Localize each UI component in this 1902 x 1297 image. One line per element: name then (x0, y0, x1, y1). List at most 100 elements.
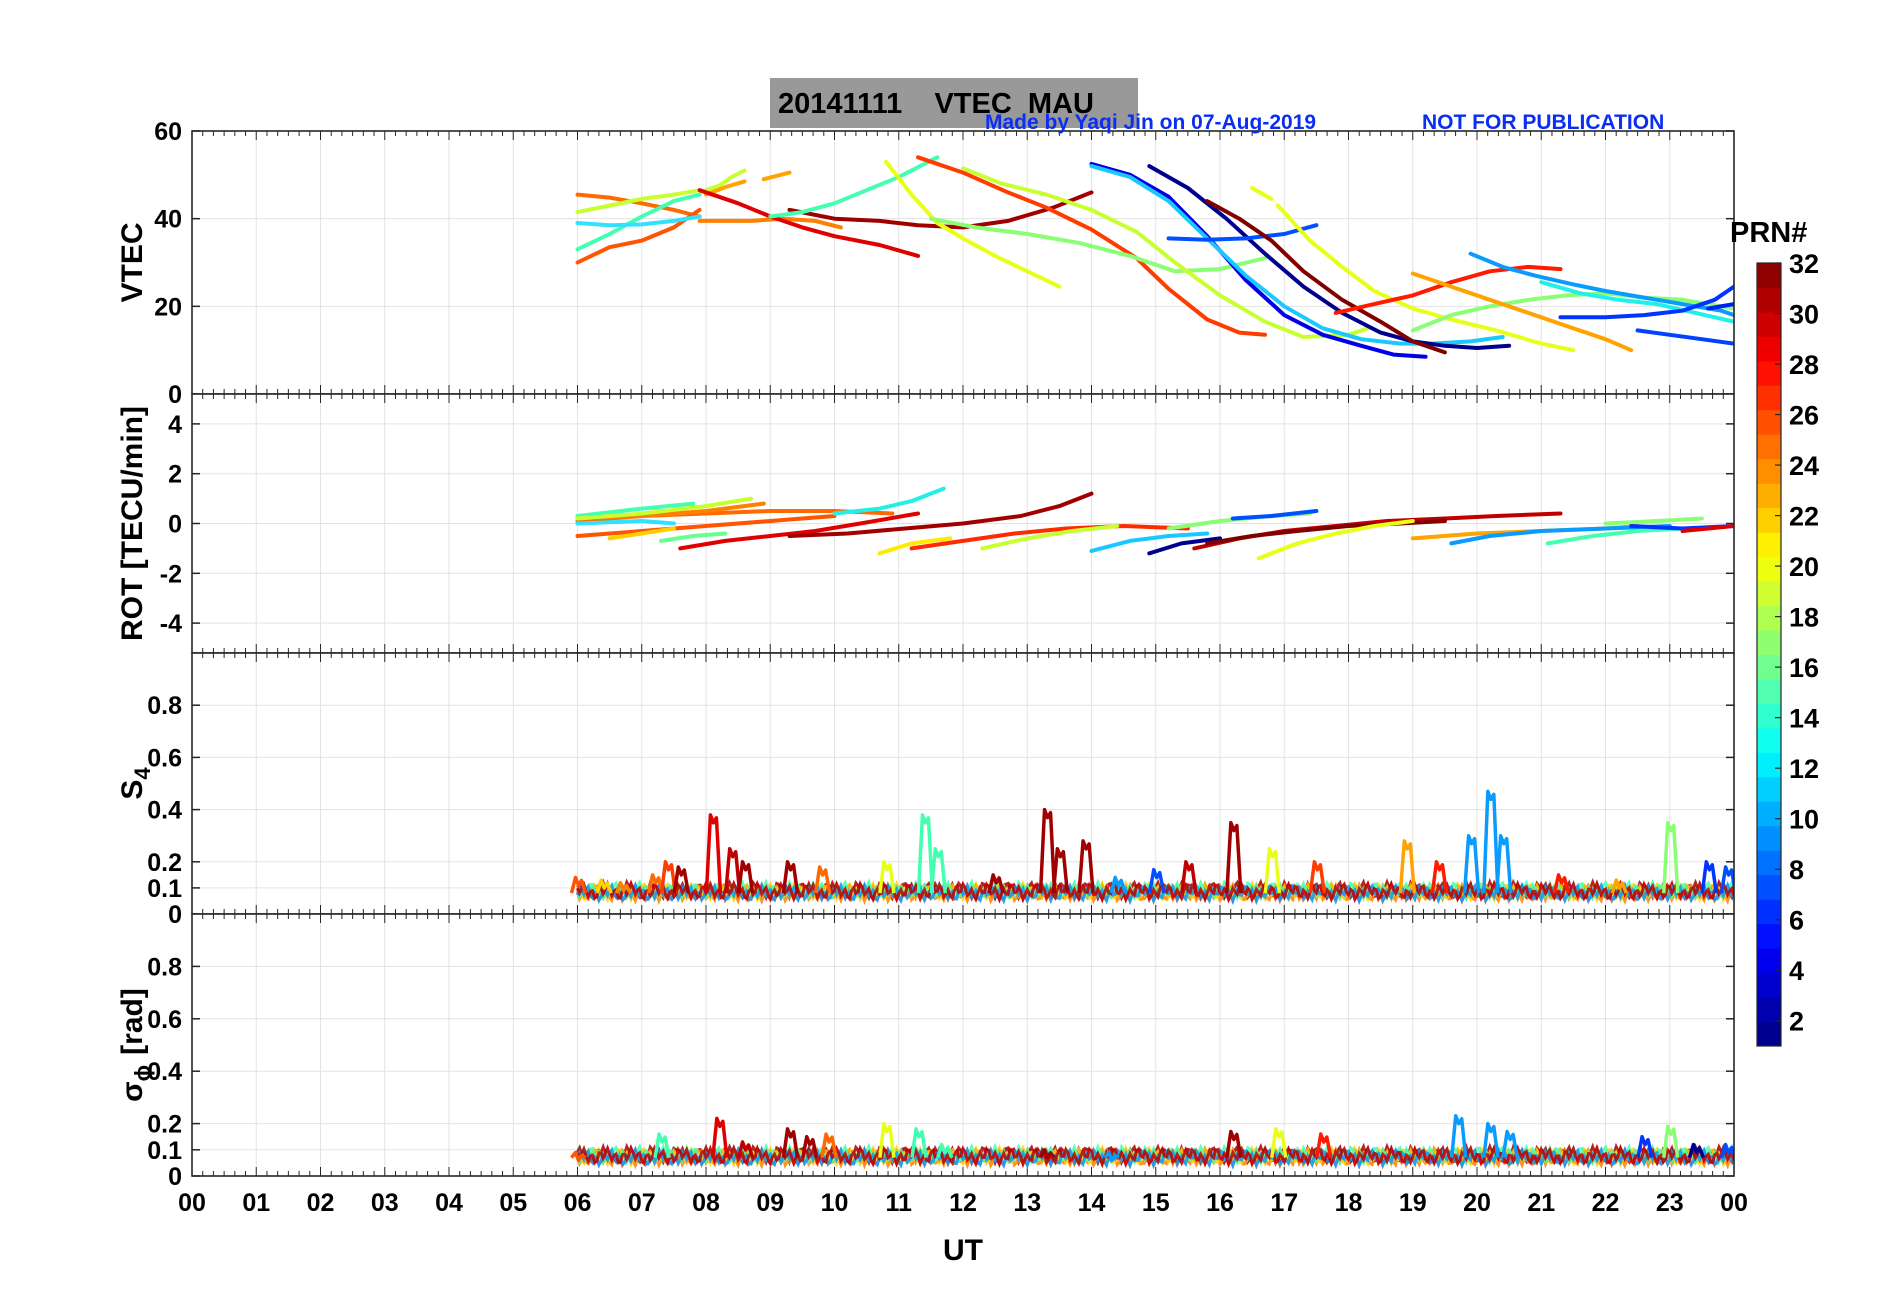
series-line-prn-25 (575, 514, 837, 538)
y-tick-label: 40 (154, 206, 182, 234)
spike-mark (987, 873, 1005, 894)
series-line-prn-19 (1256, 519, 1415, 561)
series-line-prn-29 (697, 188, 920, 258)
x-tick-label: 00 (1720, 1189, 1748, 1217)
series-line-prn-23 (697, 216, 843, 230)
y-axis-label-subscript: ϕ (130, 1065, 155, 1082)
colorbar-swatch (1757, 605, 1781, 631)
spike-mark (704, 813, 723, 894)
x-tick-label: 21 (1527, 1189, 1555, 1217)
spike-mark (916, 813, 935, 894)
y-tick-label: 20 (154, 293, 182, 321)
colorbar-tick-label: 28 (1789, 350, 1819, 380)
spike-mark (1270, 1127, 1288, 1158)
colorbar-swatch (1757, 336, 1781, 362)
colorbar-tick-label: 32 (1789, 249, 1819, 279)
y-axis-label-subscript: 4 (130, 767, 155, 780)
series-line-prn-19 (883, 159, 1062, 289)
colorbar-label: PRN# (1730, 217, 1807, 249)
series-line-prn-14 (575, 501, 696, 518)
colorbar-swatch (1757, 385, 1781, 411)
x-axis-label: UT (943, 1234, 983, 1267)
colorbar-swatch (1757, 360, 1781, 386)
colorbar-frame (1756, 262, 1782, 1047)
y-tick-label: 0 (168, 511, 182, 539)
colorbar-tick-label: 16 (1789, 653, 1819, 683)
colorbar-tick-label: 18 (1789, 603, 1819, 633)
y-tick-label: 0.1 (147, 1137, 182, 1165)
series-line-prn-7 (1635, 328, 1734, 346)
spike-mark (1430, 860, 1449, 894)
spike-mark (736, 1140, 755, 1159)
colorbar-tick-label: 24 (1789, 451, 1819, 481)
series-line-prn-12 (1089, 531, 1210, 553)
spike-mark (1462, 833, 1481, 894)
colorbar-swatch (1757, 776, 1781, 802)
spike-mark (736, 860, 755, 894)
colorbar-tick-label: 4 (1789, 956, 1804, 986)
colorbar-swatch (1757, 825, 1781, 851)
spike-mark (659, 860, 678, 894)
series-line-prn-14 (768, 155, 940, 219)
spike-mark (1482, 1121, 1500, 1158)
spike-mark (723, 847, 742, 894)
series-line-prn-8 (1166, 223, 1319, 242)
spike-mark (1308, 860, 1327, 894)
spike-mark (878, 1121, 896, 1158)
y-tick-label: 0.8 (147, 953, 182, 981)
spike-mark (1109, 875, 1127, 894)
series-line-prn-10 (1449, 524, 1672, 546)
series-line-prn-18 (961, 166, 1370, 339)
y-tick-label: 2 (168, 461, 182, 489)
spike-mark (878, 860, 896, 894)
series-line-prn-1 (1147, 536, 1222, 556)
colorbar-tick-label: 2 (1789, 1007, 1804, 1037)
colorbar-swatch (1757, 752, 1781, 778)
spike-mark (1180, 860, 1198, 894)
spike-mark (1700, 860, 1719, 894)
spike-mark (646, 873, 665, 894)
series-line-prn-22 (761, 170, 792, 182)
spike-mark (910, 1127, 928, 1158)
colorbar-tick-label: 20 (1789, 552, 1819, 582)
colorbar-swatch (1757, 678, 1781, 704)
y-tick-label: 0.6 (147, 1006, 182, 1034)
spike-mark (711, 1116, 729, 1158)
panel-vtec: 0 20 40 60 VTEC (116, 118, 1735, 409)
spike-mark (1501, 1129, 1519, 1158)
spike-mark (653, 1132, 671, 1158)
x-tick-label: 12 (949, 1189, 977, 1217)
series-group (569, 789, 1734, 906)
colorbar-tick-label: 10 (1789, 805, 1819, 835)
colorbar-swatch (1757, 630, 1781, 655)
author-credit: Made by Yaqi Jin on 07-Aug-2019 (985, 111, 1317, 134)
spike-mark (1482, 789, 1500, 894)
series-line-prn-29 (1680, 524, 1734, 533)
colorbar-swatch (1757, 727, 1781, 753)
series-line-prn-28 (1333, 264, 1563, 315)
series-line-prn-11 (575, 214, 702, 228)
x-tick-label: 02 (307, 1189, 335, 1217)
colorbar-swatch (1757, 507, 1781, 533)
spike-mark (1148, 867, 1166, 894)
series-line-prn-22 (704, 179, 747, 197)
spike-mark (614, 880, 633, 894)
colorbar-tick-label: 6 (1789, 906, 1804, 936)
y-tick-label: 0 (168, 901, 182, 929)
x-tick-label: 07 (628, 1189, 656, 1217)
series-line-prn-2 (1089, 161, 1428, 359)
y-axis-label: ROT [TECU/min] (116, 406, 149, 641)
panel-frame (191, 913, 1735, 1177)
spike-mark (1552, 873, 1571, 894)
spike-mark (1719, 1142, 1734, 1159)
colorbar-swatch (1757, 703, 1781, 729)
spike-mark (936, 1142, 954, 1159)
spike-mark (820, 1132, 838, 1158)
series-line-prn-29 (678, 511, 920, 551)
colorbar-swatch (1757, 581, 1781, 607)
colorbar-swatch (1757, 923, 1781, 949)
spike-mark (1719, 865, 1734, 894)
x-tick-label: 15 (1142, 1189, 1170, 1217)
